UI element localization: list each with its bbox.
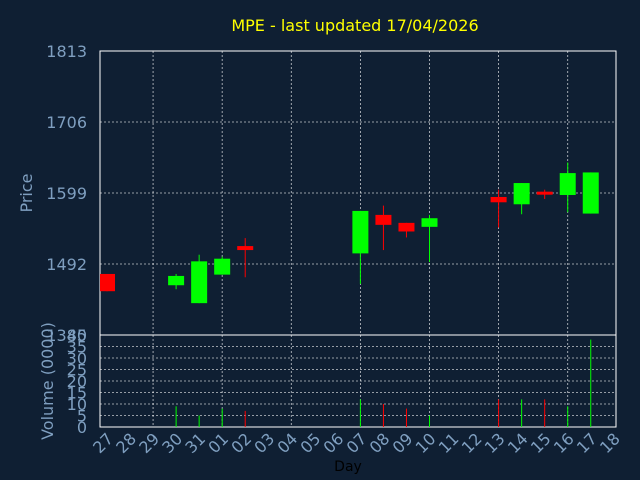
candle-body <box>100 273 115 292</box>
candle-body <box>582 172 599 214</box>
price-tick-label: 1385 <box>46 326 87 345</box>
day-x-ticks: 2728293031010203040506070809101112131415… <box>89 429 624 457</box>
candle-07 <box>352 210 369 284</box>
volume-tick-label: 10 <box>67 395 87 414</box>
candle-30 <box>168 273 185 290</box>
volume-tick-label: 0 <box>77 418 87 437</box>
price-tick-label: 1706 <box>46 113 87 132</box>
candle-body <box>375 214 392 225</box>
candle-body <box>168 275 185 286</box>
price-tick-label: 1813 <box>46 42 87 61</box>
candle-body <box>237 246 254 251</box>
candle-08 <box>375 205 392 251</box>
price-tick-label: 1492 <box>46 255 87 274</box>
price-axis-label: Price <box>17 173 36 212</box>
candle-body <box>214 258 231 275</box>
volume-axis-label: Volume (0000) <box>38 322 57 440</box>
candle-body <box>191 261 208 304</box>
candle-10 <box>421 214 438 263</box>
candle-27 <box>100 273 115 292</box>
volume-tick-label: 30 <box>67 349 87 368</box>
candles <box>100 162 599 304</box>
candle-15 <box>536 189 553 199</box>
volume-tick-label: 40 <box>67 326 87 345</box>
price-y-ticks: 1813 1706 1599 1492 1385 <box>46 42 87 345</box>
candle-body <box>490 196 507 203</box>
day-tick-label: 18 <box>596 429 624 457</box>
volume-grid <box>100 334 616 428</box>
candle-31 <box>191 254 208 304</box>
candle-body <box>536 191 553 195</box>
candle-body <box>352 210 369 254</box>
volume-tick-label: 15 <box>67 384 87 403</box>
candle-13 <box>490 189 507 228</box>
volume-tick-label: 5 <box>77 407 87 426</box>
candle-01 <box>214 256 231 275</box>
candle-16 <box>559 162 576 213</box>
volume-tick-label: 20 <box>67 372 87 391</box>
volume-tick-label: 35 <box>67 338 87 357</box>
volume-bars <box>175 339 592 427</box>
candle-body <box>421 218 438 227</box>
candle-02 <box>237 238 254 278</box>
candle-14 <box>513 183 530 215</box>
price-tick-label: 1599 <box>46 184 87 203</box>
x-axis-label: Day <box>334 459 362 475</box>
candle-body <box>559 173 576 195</box>
volume-plot-frame <box>99 334 617 428</box>
candle-09 <box>398 222 415 238</box>
candle-17 <box>582 172 599 214</box>
candle-body <box>398 222 415 232</box>
chart-title: MPE - last updated 17/04/2026 <box>231 16 478 35</box>
volume-tick-label: 25 <box>67 361 87 380</box>
candle-body <box>513 183 530 205</box>
